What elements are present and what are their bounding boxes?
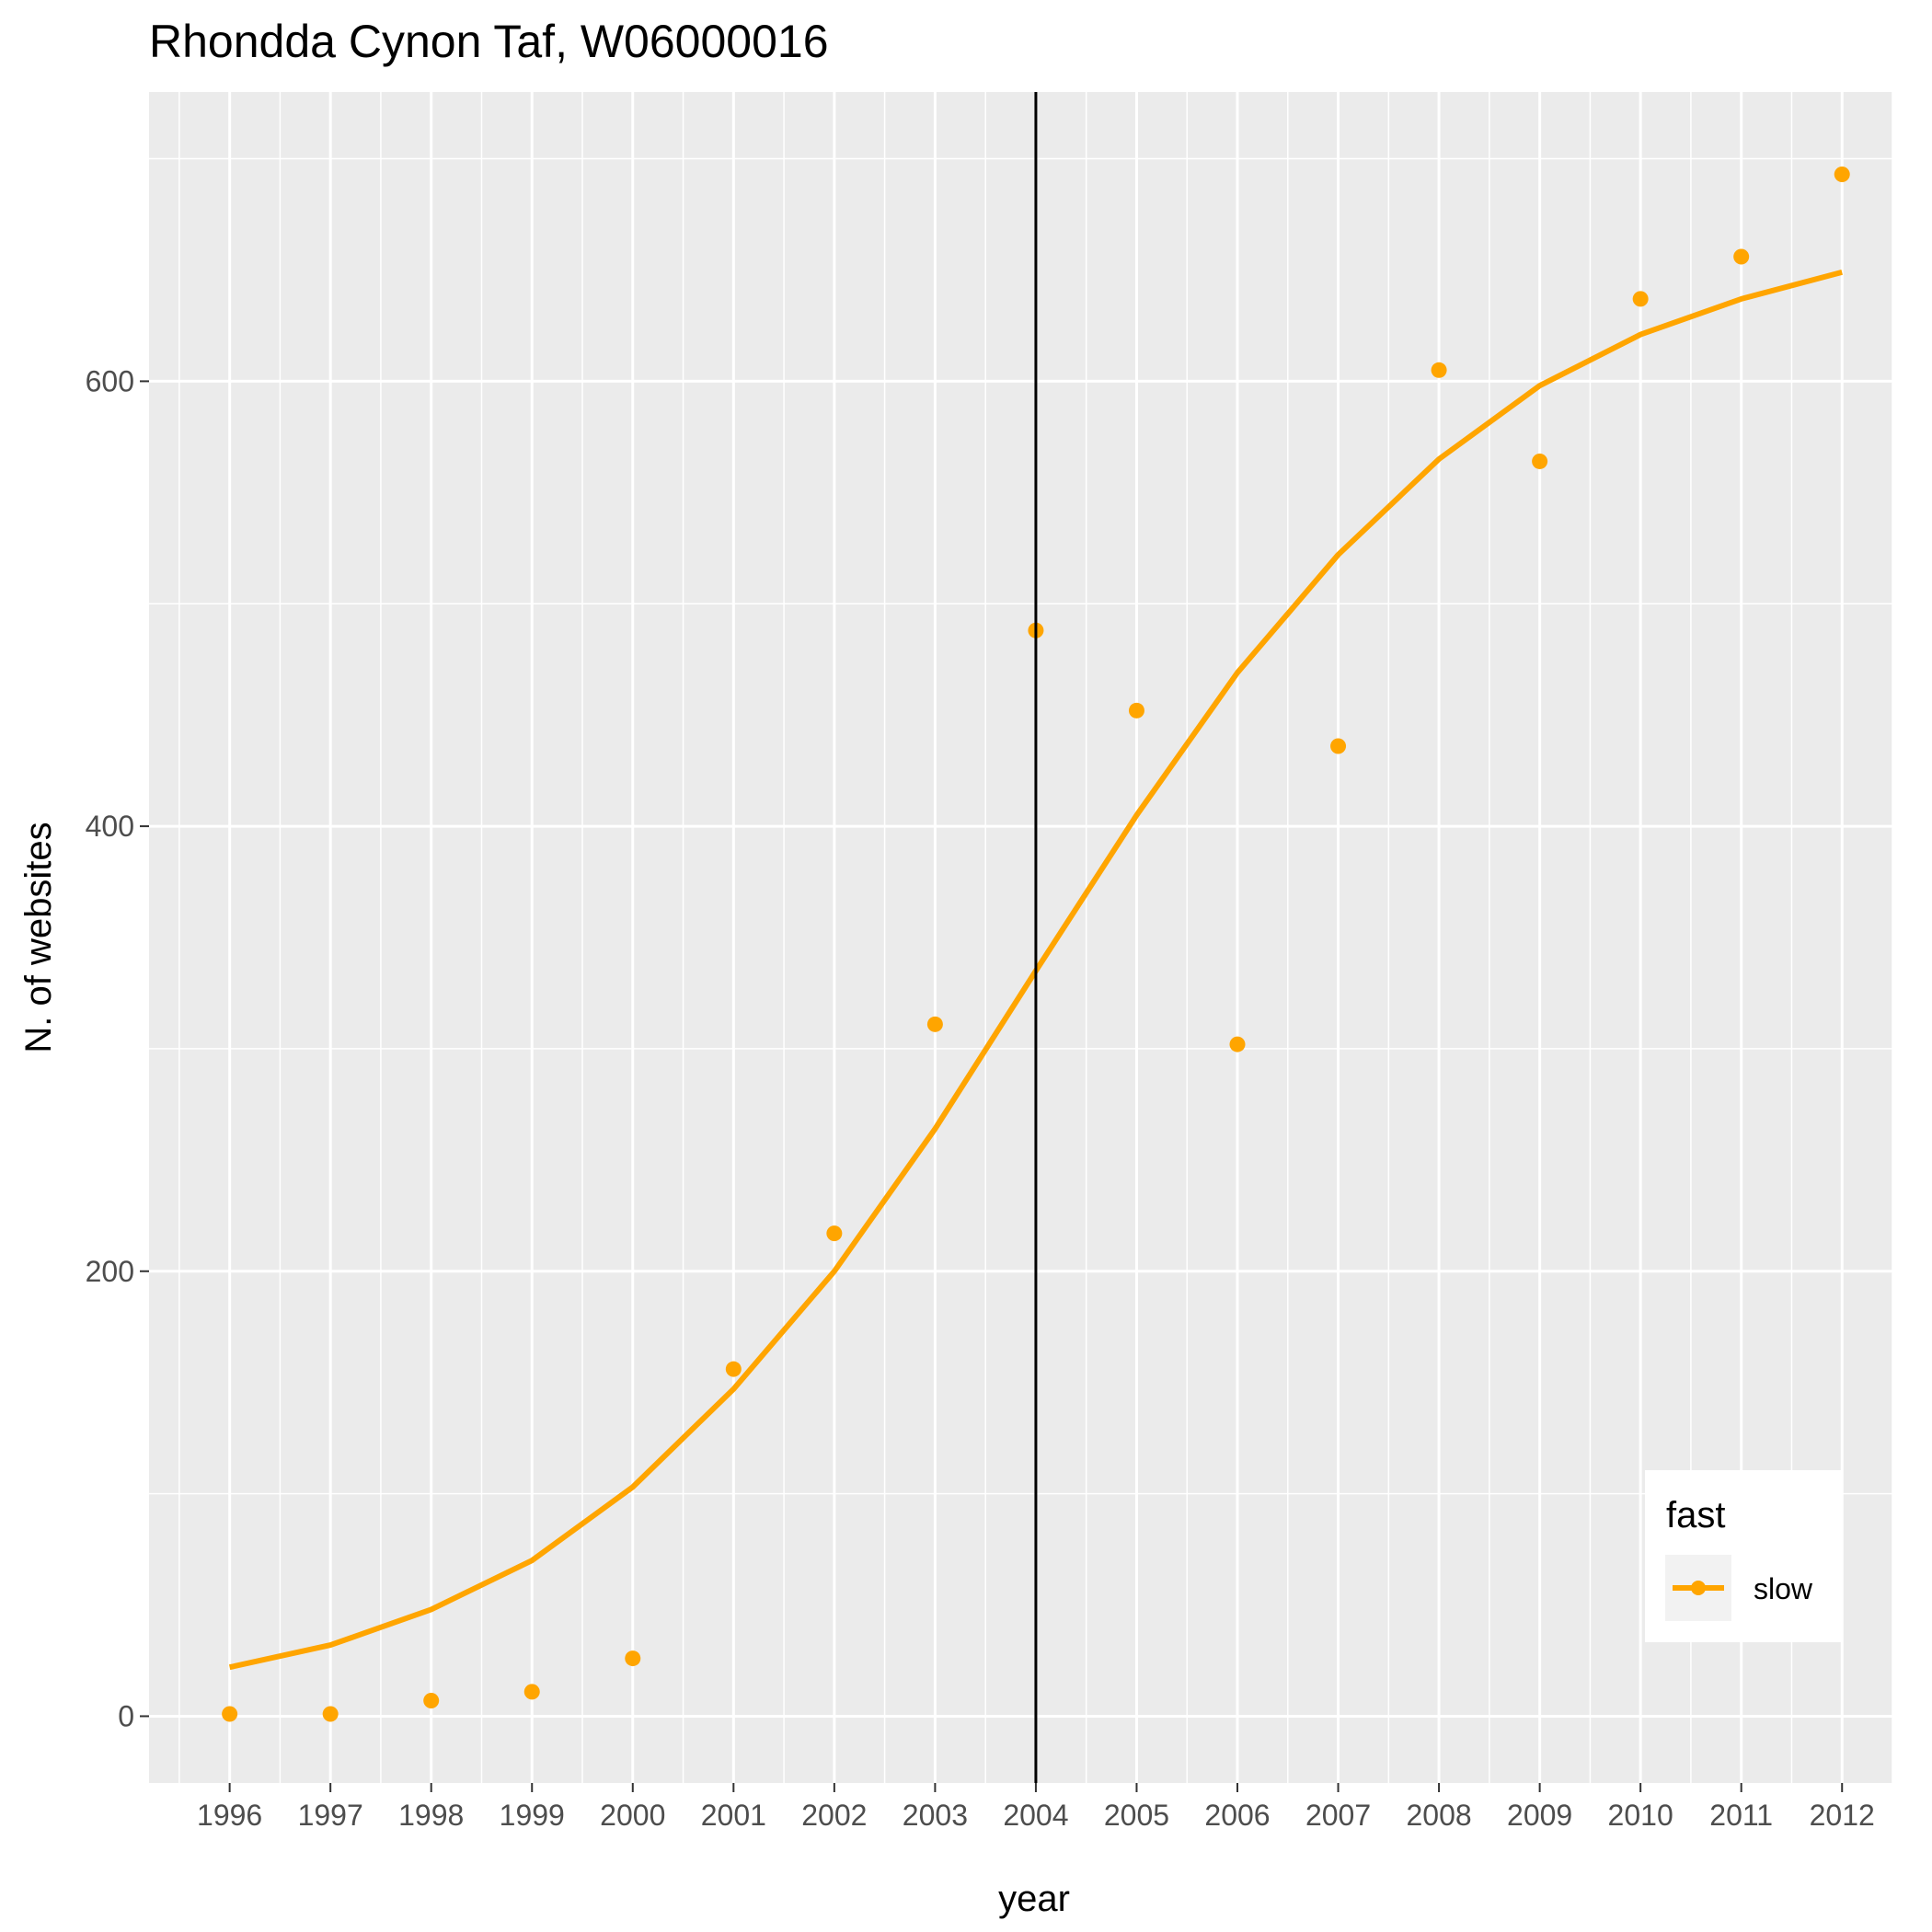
x-tick-label: 2000 bbox=[600, 1799, 665, 1832]
data-point-slow bbox=[1330, 738, 1347, 754]
x-tick-label: 2005 bbox=[1104, 1799, 1169, 1832]
y-axis: 0 200 400 600 bbox=[86, 364, 149, 1732]
data-point-slow bbox=[725, 1361, 742, 1377]
y-tick-label: 200 bbox=[86, 1255, 134, 1288]
legend-title: fast bbox=[1666, 1495, 1725, 1535]
x-tick-label: 2010 bbox=[1608, 1799, 1673, 1832]
data-point-slow bbox=[1128, 702, 1144, 719]
data-point-slow bbox=[1431, 362, 1447, 378]
x-tick-label: 2009 bbox=[1507, 1799, 1572, 1832]
x-tick-label: 1996 bbox=[197, 1799, 262, 1832]
x-tick-label: 2006 bbox=[1204, 1799, 1270, 1832]
y-axis-title: N. of websites bbox=[18, 822, 59, 1052]
data-point-slow bbox=[625, 1650, 641, 1667]
data-point-slow bbox=[1229, 1036, 1246, 1052]
x-axis-title: year bbox=[998, 1879, 1070, 1919]
data-point-slow bbox=[926, 1016, 943, 1032]
data-point-slow bbox=[222, 1706, 238, 1722]
y-tick-label: 400 bbox=[86, 810, 134, 843]
chart-title: Rhondda Cynon Taf, W06000016 bbox=[149, 16, 829, 67]
x-tick-label: 2002 bbox=[801, 1799, 867, 1832]
x-tick-label: 1999 bbox=[500, 1799, 565, 1832]
points-layer bbox=[222, 166, 1850, 1722]
y-tick-label: 0 bbox=[118, 1699, 134, 1732]
y-tick-label: 600 bbox=[86, 364, 134, 397]
x-tick-label: 2007 bbox=[1305, 1799, 1371, 1832]
legend-label-slow: slow bbox=[1754, 1572, 1813, 1605]
x-tick-label: 2008 bbox=[1406, 1799, 1471, 1832]
data-point-slow bbox=[523, 1684, 540, 1700]
plot-panel bbox=[149, 92, 1892, 1783]
legend: fast slow bbox=[1645, 1470, 1841, 1642]
x-tick-label: 1998 bbox=[398, 1799, 464, 1832]
data-point-slow bbox=[1834, 166, 1850, 182]
data-point-slow bbox=[322, 1706, 339, 1722]
x-tick-label: 2011 bbox=[1709, 1799, 1773, 1832]
data-point-slow bbox=[826, 1225, 843, 1242]
x-tick-label: 2012 bbox=[1810, 1799, 1875, 1832]
data-point-slow bbox=[1632, 291, 1649, 307]
legend-key-point bbox=[1691, 1581, 1706, 1595]
data-point-slow bbox=[1532, 453, 1548, 469]
x-tick-label: 2003 bbox=[903, 1799, 968, 1832]
x-axis: 1996 1997 1998 1999 2000 2001 2002 2003 2004 2005… bbox=[197, 1783, 1875, 1832]
data-point-slow bbox=[423, 1693, 440, 1709]
x-tick-label: 1997 bbox=[298, 1799, 363, 1832]
x-tick-label: 2004 bbox=[1003, 1799, 1068, 1832]
x-tick-label: 2001 bbox=[701, 1799, 766, 1832]
data-point-slow bbox=[1733, 248, 1750, 265]
